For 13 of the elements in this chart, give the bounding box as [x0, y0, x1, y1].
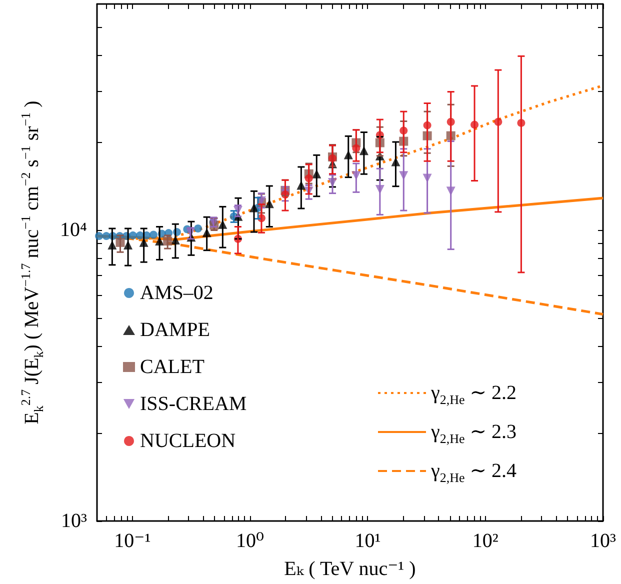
x-tick-label: 10²	[472, 530, 498, 552]
legend-label: NUCLEON	[140, 430, 236, 452]
x-tick-label: 10⁰	[236, 530, 264, 552]
y-tick-label: 10⁴	[60, 219, 88, 242]
x-tick-label: 10⁻¹	[114, 530, 151, 552]
text: Ek2.7 J(Ek) ( MeV−1.7 nuc−1 cm−2 s−1 sr−1 )	[18, 100, 46, 424]
x-tick-label: 10¹	[354, 530, 381, 552]
legend-label: CALET	[140, 356, 204, 378]
legend-label: DAMPE	[140, 319, 210, 341]
legend-label: ISS-CREAM	[140, 393, 247, 415]
x-tick-label: 10³	[590, 530, 616, 552]
x-axis-title: Eₖ ( TeV nuc⁻¹ )	[284, 558, 416, 580]
legend-label: AMS–02	[140, 282, 214, 304]
